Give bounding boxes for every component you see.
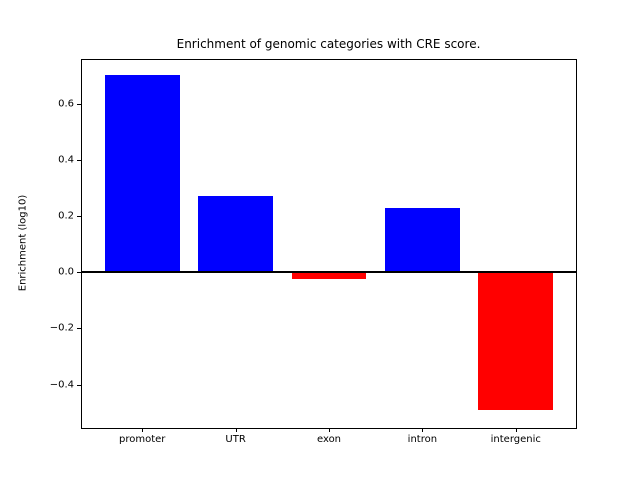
- bar-UTR: [198, 196, 273, 273]
- bar-promoter: [104, 75, 180, 273]
- y-tick-label: 0.0: [58, 266, 74, 278]
- x-tick-intron: [422, 428, 424, 432]
- y-tick: [77, 272, 81, 274]
- x-tick-label-promoter: promoter: [119, 434, 166, 445]
- bar-intergenic: [478, 272, 554, 410]
- x-tick-exon: [329, 428, 330, 432]
- y-tick-label: 0.4: [58, 154, 74, 166]
- y-tick: [77, 384, 81, 386]
- y-axis-label: Enrichment (log10): [17, 194, 29, 292]
- x-tick-label-intron: intron: [407, 434, 438, 445]
- x-tick-promoter: [142, 428, 144, 432]
- x-tick-UTR: [235, 428, 237, 432]
- plot-area: promoter UTR exon intron intergenic 0.6 0.4 0.2…: [50, 59, 577, 445]
- y-tick-label: −0.4: [49, 379, 74, 391]
- y-tick-label: 0.2: [58, 210, 74, 222]
- x-tick-label-exon: exon: [316, 434, 342, 445]
- zero-axhline: [82, 271, 576, 274]
- bar-exon: [291, 272, 367, 280]
- y-tick-label: −0.2: [49, 322, 74, 334]
- y-tick: [77, 216, 81, 218]
- x-tick-label-intergenic: intergenic: [490, 434, 541, 445]
- x-tick-label-UTR: UTR: [225, 434, 246, 445]
- y-tick: [77, 328, 81, 330]
- x-tick-intergenic: [515, 428, 517, 432]
- y-tick-label: 0.6: [58, 98, 74, 110]
- y-tick: [77, 103, 81, 105]
- chart-title: Enrichment of genomic categories with CR…: [176, 37, 481, 51]
- bar-intron: [385, 207, 460, 273]
- y-tick: [77, 159, 81, 161]
